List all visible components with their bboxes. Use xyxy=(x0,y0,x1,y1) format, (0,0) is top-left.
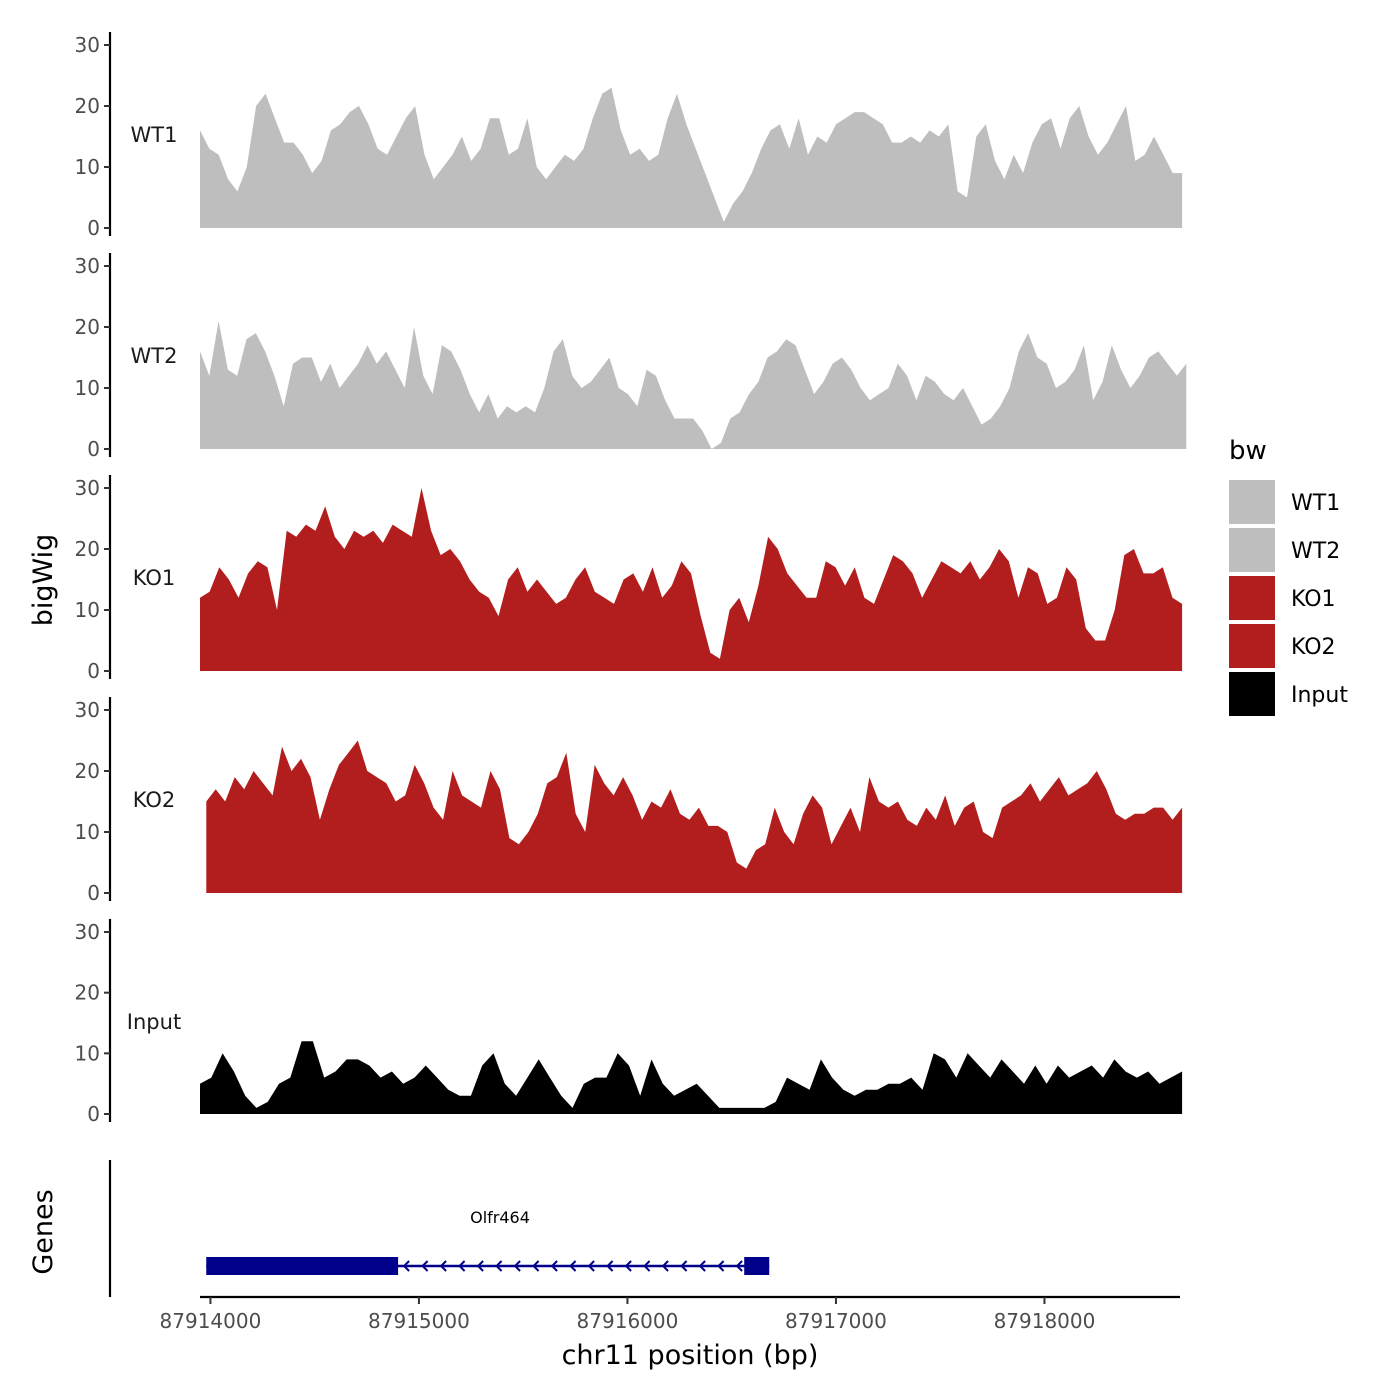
y-tick-label: 0 xyxy=(87,1102,100,1126)
strand-arrow xyxy=(532,1260,540,1272)
strand-arrow xyxy=(458,1260,466,1272)
strand-arrow xyxy=(550,1260,558,1272)
strand-arrow xyxy=(439,1260,447,1272)
legend-key-ko2 xyxy=(1229,624,1275,668)
y-tick-label: 30 xyxy=(75,254,100,278)
strand-arrow xyxy=(717,1260,725,1272)
area-wt2 xyxy=(200,320,1187,449)
y-tick-label: 30 xyxy=(75,33,100,57)
legend-label-wt2: WT2 xyxy=(1291,539,1340,564)
facet-label-wt1: WT1 xyxy=(131,123,178,147)
y-tick-label: 30 xyxy=(75,920,100,944)
panel-ko1: 0 10 20 30 KO1 xyxy=(75,475,1183,683)
strand-arrow xyxy=(569,1260,577,1272)
y-tick-label: 10 xyxy=(75,820,100,844)
strand-arrow xyxy=(606,1260,614,1272)
y-tick-label: 0 xyxy=(87,437,100,461)
y-tick-label: 10 xyxy=(75,155,100,179)
strand-arrow xyxy=(402,1260,410,1272)
area-ko2 xyxy=(206,740,1183,893)
strand-arrow xyxy=(680,1260,688,1272)
legend-key-wt1 xyxy=(1229,480,1275,524)
y-axis-title: bigWig xyxy=(28,534,59,627)
x-tick-label: 87915000 xyxy=(368,1309,470,1333)
gene-exon-2 xyxy=(744,1257,770,1275)
gene-track xyxy=(108,1160,770,1297)
strand-arrow xyxy=(735,1260,743,1272)
y-tick-label: 20 xyxy=(75,94,100,118)
y-tick-label: 20 xyxy=(75,981,100,1005)
legend-key-input xyxy=(1229,672,1275,716)
y-tick-label: 20 xyxy=(75,759,100,783)
panel-input: 0 10 20 30 Input xyxy=(75,919,1183,1126)
y-tick-label: 10 xyxy=(75,598,100,622)
strand-arrow xyxy=(476,1260,484,1272)
legend-label-input: Input xyxy=(1291,683,1348,708)
area-input xyxy=(200,1041,1183,1114)
facet-label-ko1: KO1 xyxy=(133,566,176,590)
x-axis-title: chr11 position (bp) xyxy=(562,1340,819,1371)
area-wt1 xyxy=(200,87,1183,228)
y-tick-label: 0 xyxy=(87,881,100,905)
strand-arrow xyxy=(624,1260,632,1272)
legend-key-wt2 xyxy=(1229,528,1275,572)
x-tick-label: 87918000 xyxy=(994,1309,1096,1333)
facet-label-input: Input xyxy=(127,1010,181,1034)
panel-ko2: 0 10 20 30 KO2 xyxy=(75,697,1183,905)
y-tick-label: 0 xyxy=(87,216,100,240)
strand-arrow xyxy=(587,1260,595,1272)
genes-track-title: Genes xyxy=(28,1189,59,1274)
panel-wt2: 0 10 20 30 WT2 xyxy=(75,253,1187,461)
legend: WT1 WT2 KO1 KO2 Input xyxy=(1229,480,1348,716)
strand-arrow xyxy=(421,1260,429,1272)
y-tick-label: 30 xyxy=(75,476,100,500)
x-tick-label: 87916000 xyxy=(577,1309,679,1333)
facet-label-ko2: KO2 xyxy=(133,788,176,812)
legend-title: bw xyxy=(1229,436,1267,466)
gene-label: Olfr464 xyxy=(470,1208,530,1227)
panel-wt1: 0 10 20 30 WT1 xyxy=(75,32,1183,240)
legend-label-ko2: KO2 xyxy=(1291,635,1336,660)
strand-arrow xyxy=(661,1260,669,1272)
strand-arrow xyxy=(698,1260,706,1272)
strand-arrow xyxy=(495,1260,503,1272)
x-tick-label: 87914000 xyxy=(160,1309,262,1333)
track-panels: 0 10 20 30 WT1 0 10 20 30 WT2 0 10 20 30 KO1 0 10 20 30 KO2… xyxy=(75,32,1187,1126)
gene-exon-1 xyxy=(206,1257,399,1275)
strand-arrow xyxy=(643,1260,651,1272)
x-axis: 87914000 87915000 87916000 87917000 87918000 xyxy=(160,1295,1180,1333)
area-ko1 xyxy=(200,488,1183,671)
y-tick-label: 20 xyxy=(75,537,100,561)
y-tick-label: 10 xyxy=(75,1041,100,1065)
legend-label-wt1: WT1 xyxy=(1291,491,1340,516)
y-tick-label: 10 xyxy=(75,376,100,400)
legend-label-ko1: KO1 xyxy=(1291,587,1336,612)
y-tick-label: 20 xyxy=(75,315,100,339)
facet-label-wt2: WT2 xyxy=(131,344,178,368)
legend-key-ko1 xyxy=(1229,576,1275,620)
y-tick-label: 0 xyxy=(87,659,100,683)
x-tick-label: 87917000 xyxy=(785,1309,887,1333)
strand-arrow xyxy=(513,1260,521,1272)
y-tick-label: 30 xyxy=(75,698,100,722)
